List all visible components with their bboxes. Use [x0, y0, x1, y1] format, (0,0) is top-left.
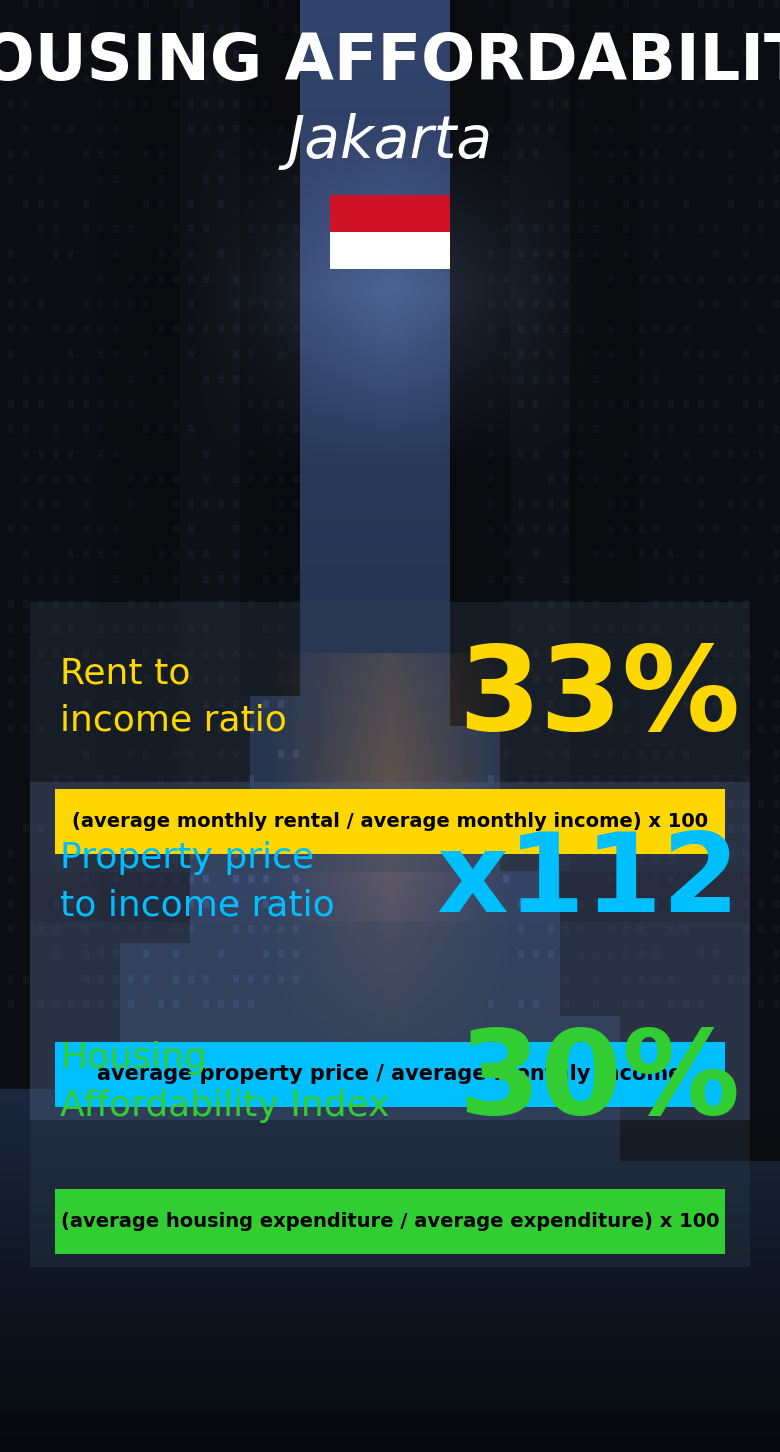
FancyBboxPatch shape [330, 195, 450, 232]
Text: x112: x112 [437, 829, 740, 935]
Text: (average housing expenditure / average expenditure) x 100: (average housing expenditure / average e… [61, 1212, 719, 1231]
FancyBboxPatch shape [55, 1189, 725, 1255]
FancyBboxPatch shape [30, 603, 750, 873]
Text: 30%: 30% [458, 1025, 740, 1140]
FancyBboxPatch shape [55, 1043, 725, 1106]
Text: (average monthly rental / average monthly income) x 100: (average monthly rental / average monthl… [72, 812, 708, 831]
Text: Rent to
income ratio: Rent to income ratio [60, 656, 287, 738]
Text: Property price
to income ratio: Property price to income ratio [60, 841, 335, 923]
Text: Jakarta: Jakarta [288, 113, 492, 170]
Text: HOUSING AFFORDABILITY: HOUSING AFFORDABILITY [0, 30, 780, 93]
FancyBboxPatch shape [30, 783, 750, 1119]
Text: average property price / average monthly income: average property price / average monthly… [98, 1064, 682, 1085]
Text: 33%: 33% [458, 639, 740, 755]
FancyBboxPatch shape [55, 788, 725, 854]
FancyBboxPatch shape [30, 922, 750, 1268]
Text: Housing
Affordability Index: Housing Affordability Index [60, 1041, 389, 1122]
FancyBboxPatch shape [330, 232, 450, 269]
